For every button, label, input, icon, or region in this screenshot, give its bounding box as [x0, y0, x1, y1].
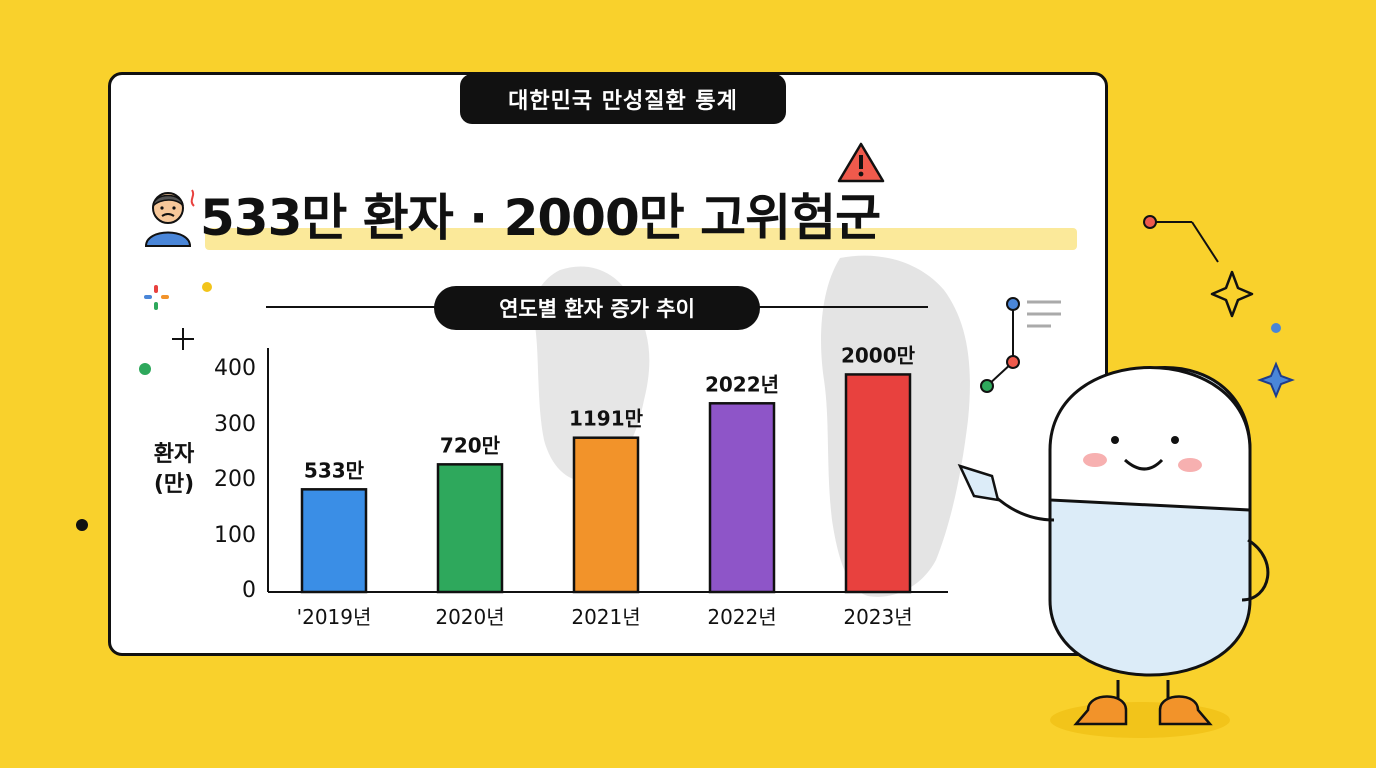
- bar-data-label: 1191만: [569, 407, 644, 431]
- bar-data-label: 2022년: [705, 372, 779, 396]
- warning-icon: [837, 142, 885, 183]
- chart-title: 연도별 환자 증가 추이: [434, 286, 760, 330]
- y-axis-label-line1: 환자: [153, 442, 195, 467]
- y-tick-label: 0: [242, 578, 256, 603]
- y-tick-label: 100: [214, 522, 256, 548]
- sparkle-icon: [1257, 361, 1295, 399]
- sparkle-icon: [1210, 270, 1254, 318]
- bar: [844, 373, 912, 594]
- bar: [436, 463, 504, 594]
- bar-data-label: 533만: [304, 458, 365, 482]
- pill-mascot: [957, 366, 1270, 738]
- sparkle-decor: [139, 282, 212, 375]
- divider-line: [758, 306, 928, 308]
- headline-highlight: [205, 228, 1077, 250]
- x-tick-label: '2019년: [297, 605, 372, 629]
- dot-decor: [76, 519, 88, 531]
- header-badge: 대한민국 만성질환 통계: [460, 74, 786, 124]
- bar: [572, 436, 640, 594]
- bar: [708, 402, 776, 594]
- y-axis-label: 환자 (만): [140, 440, 208, 500]
- bar-data-label: 2000만: [841, 343, 916, 367]
- y-axis-label-line2: (만): [153, 472, 195, 497]
- dot-decor: [1271, 323, 1281, 333]
- y-tick-label: 300: [214, 411, 256, 437]
- x-tick-label: 2021년: [571, 605, 640, 629]
- y-tick-label: 200: [214, 467, 256, 492]
- headline: 533만 환자 · 2000만 고위험군: [200, 189, 881, 247]
- network-icon: [1143, 215, 1219, 263]
- bar-data-label: 720만: [440, 433, 501, 457]
- x-tick-label: 2022년: [707, 605, 776, 629]
- line-chart-icon: [980, 297, 1061, 393]
- x-tick-label: 2023년: [843, 605, 912, 629]
- divider-line: [266, 306, 436, 308]
- y-tick-label: 400: [214, 356, 256, 381]
- x-tick-label: 2020년: [435, 605, 504, 629]
- worried-person-icon: [144, 189, 195, 247]
- bar: [300, 488, 368, 594]
